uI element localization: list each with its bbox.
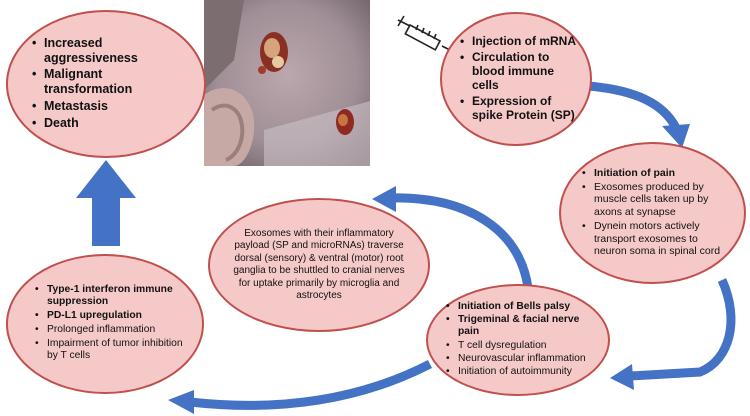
- list-item: Initiation of pain: [582, 167, 727, 180]
- immune-suppression-list: Type-1 interferon immune suppression PD-…: [35, 284, 185, 365]
- list-item: Malignant transformation: [32, 67, 192, 97]
- skin-lesion-photo: [204, 0, 370, 166]
- list-item: Exosomes produced by muscle cells taken …: [582, 181, 727, 218]
- list-item: Death: [32, 116, 192, 131]
- injection-node: Injection of mRNA Circulation to blood i…: [440, 12, 592, 146]
- curved-arrow-icon: [610, 278, 736, 390]
- curved-arrow-icon: [587, 81, 690, 148]
- curved-arrow-icon: [168, 359, 433, 414]
- bells-palsy-list: Initiation of Bells palsy Trigeminal & f…: [446, 301, 596, 379]
- curved-arrow-icon: [372, 186, 533, 289]
- list-item: Prolonged inflammation: [35, 324, 185, 336]
- list-item: Dynein motors actively transport exosome…: [582, 220, 727, 257]
- up-arrow-icon: [76, 160, 136, 246]
- list-item: Increased aggressiveness: [32, 36, 192, 66]
- outcome-list: Increased aggressiveness Malignant trans…: [32, 36, 192, 133]
- list-item: Neurovascular inflammation: [446, 353, 596, 365]
- list-item: T cell dysregulation: [446, 340, 596, 352]
- list-item: Initiation of autoimmunity: [446, 366, 596, 378]
- pain-initiation-node: Initiation of pain Exosomes produced by …: [559, 142, 746, 284]
- skin-lesion-image: [204, 0, 370, 166]
- outcome-node: Increased aggressiveness Malignant trans…: [6, 10, 206, 158]
- exosome-transport-node: Exosomes with their inflammatory payload…: [208, 198, 430, 332]
- list-item: Circulation to blood immune cells: [460, 50, 578, 92]
- pain-initiation-list: Initiation of pain Exosomes produced by …: [582, 167, 727, 260]
- exosome-transport-text: Exosomes with their inflammatory payload…: [233, 227, 405, 302]
- list-item: Injection of mRNA: [460, 34, 578, 48]
- immune-suppression-node: Type-1 interferon immune suppression PD-…: [6, 254, 204, 394]
- list-item: Metastasis: [32, 99, 192, 114]
- list-item: Expression of spike Protein (SP): [460, 94, 578, 122]
- list-item: Trigeminal & facial nerve pain: [446, 314, 596, 338]
- list-item: PD-L1 upregulation: [35, 310, 185, 322]
- list-item: Impairment of tumor inhibition by T cell…: [35, 338, 185, 362]
- list-item: Type-1 interferon immune suppression: [35, 284, 185, 308]
- injection-list: Injection of mRNA Circulation to blood i…: [460, 34, 578, 125]
- list-item: Initiation of Bells palsy: [446, 301, 596, 313]
- bells-palsy-node: Initiation of Bells palsy Trigeminal & f…: [426, 284, 610, 396]
